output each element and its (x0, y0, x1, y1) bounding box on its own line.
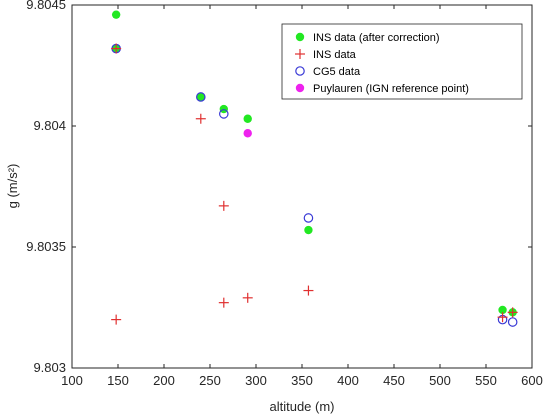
legend-marker (295, 83, 305, 93)
data-point (507, 317, 518, 327)
x-tick-label: 350 (291, 373, 313, 388)
data-point (243, 129, 252, 138)
y-tick-label: 9.804 (33, 118, 66, 133)
legend-entry: Puylauren (IGN reference point) (313, 83, 469, 95)
data-point (498, 305, 507, 315)
data-point (507, 307, 518, 318)
data-point (303, 213, 314, 223)
series-4 (243, 129, 252, 138)
legend-marker (295, 32, 305, 42)
data-point (111, 314, 122, 325)
x-tick-label: 500 (429, 373, 451, 388)
data-point (111, 10, 121, 19)
y-tick-label: 9.803 (33, 360, 66, 375)
legend-marker (295, 66, 305, 76)
x-axis-label: altitude (m) (269, 399, 334, 414)
legend-box (281, 23, 523, 100)
data-point (196, 92, 205, 102)
y-tick-label: 9.8035 (26, 239, 66, 254)
data-marks (111, 10, 518, 327)
data-point (303, 285, 314, 296)
legend-entry: INS data (313, 49, 357, 61)
data-point (196, 92, 206, 102)
x-tick-label: 400 (337, 373, 359, 388)
data-point (304, 225, 313, 235)
data-point (218, 297, 229, 308)
x-tick-label: 450 (383, 373, 405, 388)
x-tick-label: 600 (521, 373, 543, 388)
legend-marker (295, 49, 305, 59)
x-tick-label: 100 (61, 373, 83, 388)
data-point (242, 292, 253, 303)
series-2 (111, 43, 518, 325)
x-tick-label: 200 (153, 373, 175, 388)
x-tick-label: 250 (199, 373, 221, 388)
data-point (195, 113, 206, 124)
data-point (219, 104, 228, 114)
data-point (219, 109, 229, 119)
legend-entry: CG5 data (313, 66, 361, 78)
data-point (111, 43, 122, 54)
data-point (243, 114, 252, 123)
x-tick-label: 300 (245, 373, 267, 388)
data-point (497, 312, 508, 323)
x-tick-label: 550 (475, 373, 497, 388)
legend-entry: INS data (after correction) (313, 32, 440, 44)
y-tick-label: 9.8045 (26, 0, 66, 12)
y-axis-label: g (m/s²) (5, 164, 20, 209)
x-tick-label: 150 (107, 373, 129, 388)
data-point (218, 200, 229, 211)
x-axis: 100 150 200 250 300 350 400 450 500 550 600 (61, 5, 543, 388)
y-axis: 9.803 9.8035 9.804 9.8045 (26, 0, 532, 375)
legend: INS data (after correction) INS data CG5 d… (281, 23, 523, 100)
